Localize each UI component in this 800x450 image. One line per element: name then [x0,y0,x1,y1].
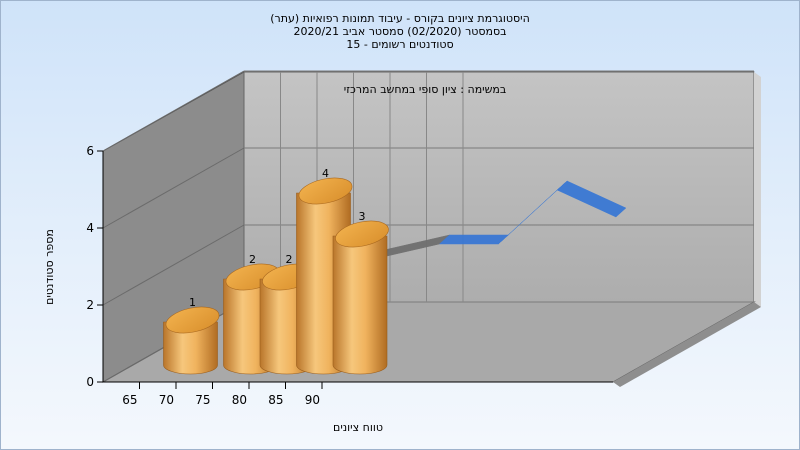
data-label-75: 2 [249,253,256,266]
chart-subtitle-enrolled: סטודנטים רשומים - 15 [346,38,454,51]
bar-65 [163,306,220,375]
data-label-85: 4 [322,167,329,180]
bar-body-65 [163,321,218,375]
y-tick-label-2: 2 [86,298,94,312]
gridline-left-6 [102,70,245,152]
chart-subtitle-semester: בסמסטר (02/2020) סמסטר אביב 2020/21 [293,25,507,38]
bar-body-90 [332,235,388,375]
chart-title: היסטוגרמת ציונים בקורס - עיבוד תמונות רפ… [270,12,530,25]
series-label: במשימה : ציון סופי במחשב המרכזי [344,83,507,96]
x-tick-label-90: 90 [305,393,320,407]
x-tick-label-85: 85 [268,393,283,407]
y-tick-label-0: 0 [86,375,94,389]
bar-top-90 [335,220,389,248]
y-axis-title: מספר סטודנטים [43,229,56,305]
bar-top-65 [165,306,220,334]
x-tick-label-75: 75 [195,393,210,407]
chart-title-block: היסטוגרמת ציונים בקורס - עיבוד תמונות רפ… [1,12,799,51]
bar-top-85 [298,177,353,205]
x-tick-label-65: 65 [122,393,137,407]
data-label-65: 1 [189,296,196,309]
data-label-80: 2 [286,253,293,266]
bar-90 [332,220,389,375]
x-axis-title: טווח ציונים [333,421,383,434]
x-tick-label-80: 80 [232,393,247,407]
trend-ribbon-segment [556,180,627,218]
floor-front-edge [613,302,761,387]
y-tick-label-4: 4 [86,221,94,235]
trend-ribbon-segment [438,234,509,245]
y-tick-label-6: 6 [86,144,94,158]
data-label-90: 3 [359,210,366,223]
x-tick-label-70: 70 [159,393,174,407]
gridline-left-2 [102,224,245,306]
back-wall-right-edge [754,72,761,307]
gridline-left-4 [102,147,245,229]
